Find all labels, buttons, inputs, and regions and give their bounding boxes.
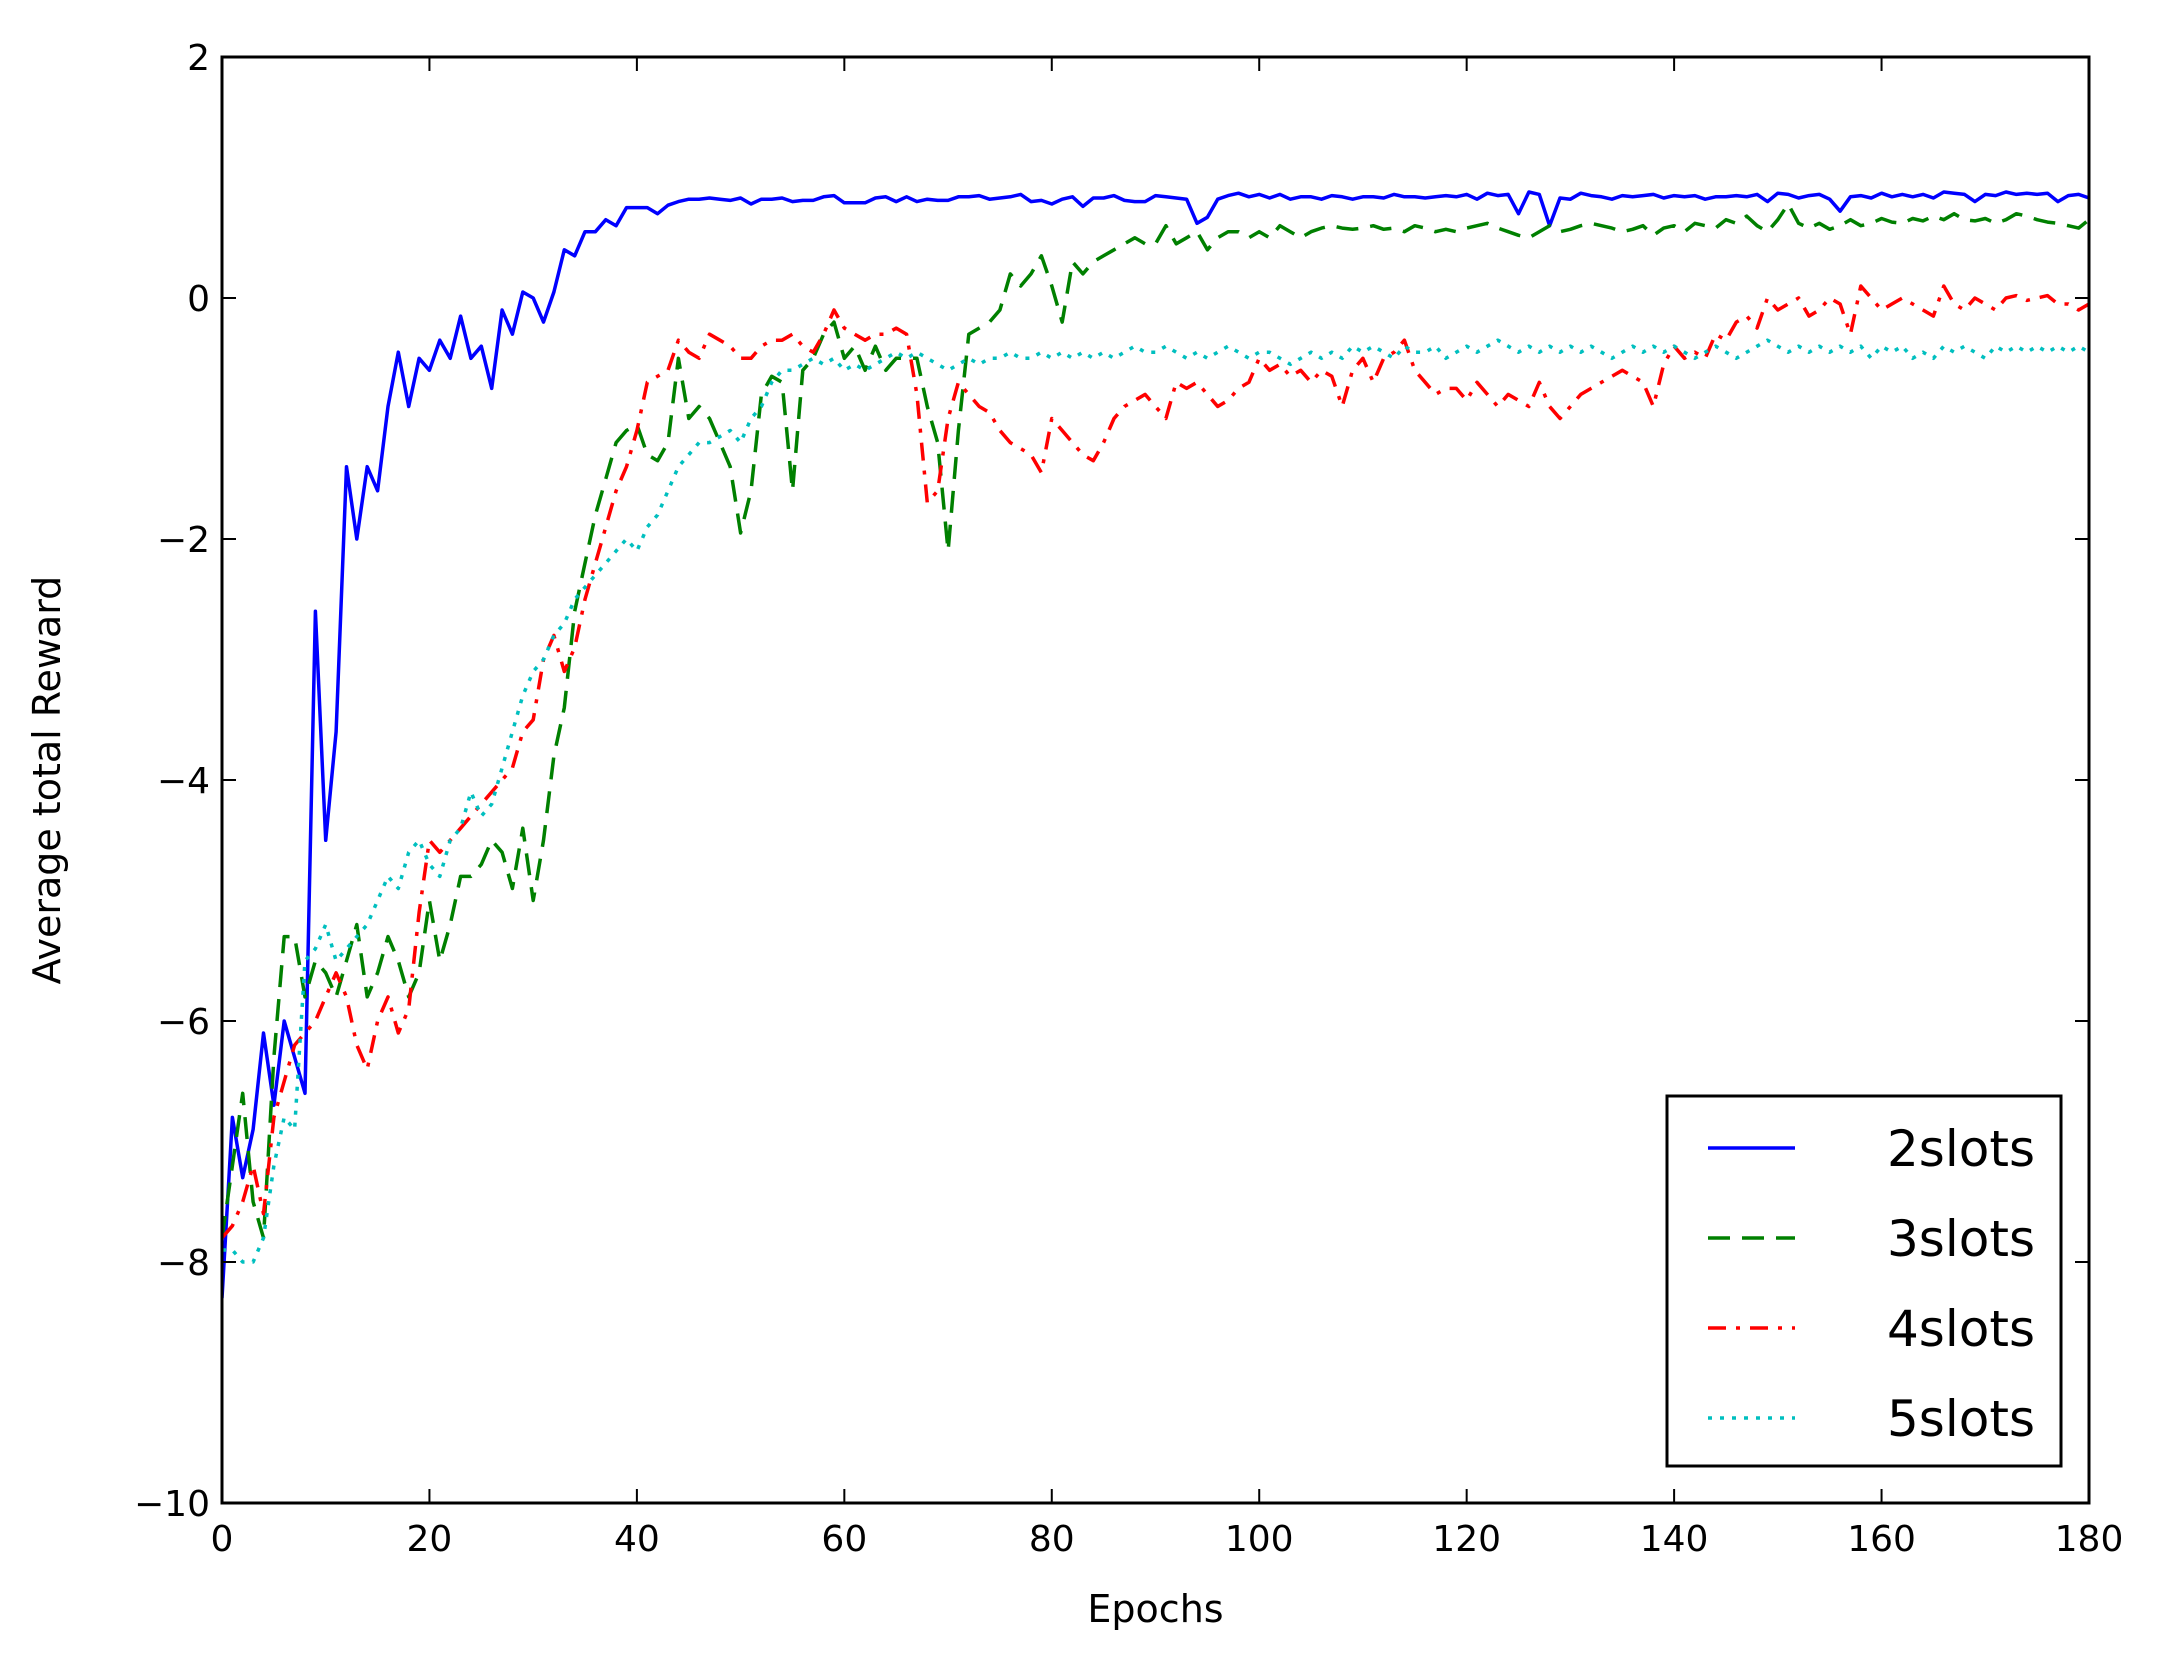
x-tick-label: 160 <box>1847 1519 1916 1560</box>
x-tick-label: 20 <box>407 1519 453 1560</box>
tick-layer: 0 20 40 60 80 100 120 140 160 180 −10 −8 −6 −4 −2 0 2 <box>134 38 2123 1560</box>
series-line-5slots <box>222 338 2089 1264</box>
x-tick-label: 60 <box>821 1519 867 1560</box>
series-line-2slots <box>222 190 2089 1299</box>
series-line-4slots <box>222 284 2089 1240</box>
legend-label-4slots: 4slots <box>1887 1300 2035 1358</box>
x-tick-label: 80 <box>1029 1519 1075 1560</box>
legend: 2slots 3slots 4slots 5slots <box>1665 1094 2063 1468</box>
x-tick-label: 120 <box>1432 1519 1501 1560</box>
legend-label-3slots: 3slots <box>1887 1210 2035 1268</box>
series-layer <box>222 190 2089 1299</box>
legend-box <box>1665 1094 2063 1468</box>
x-tick-label: 100 <box>1225 1519 1294 1560</box>
x-tick-label: 40 <box>614 1519 660 1560</box>
x-tick-label: 140 <box>1640 1519 1709 1560</box>
x-axis-label: Epochs <box>1087 1587 1223 1631</box>
x-tick-label: 0 <box>211 1519 234 1560</box>
y-tick-label: −4 <box>157 761 210 802</box>
legend-label-5slots: 5slots <box>1887 1390 2035 1448</box>
y-tick-label: −8 <box>157 1243 210 1284</box>
y-axis-label: Average total Reward <box>25 576 69 985</box>
y-tick-label: −2 <box>157 520 210 561</box>
legend-label-2slots: 2slots <box>1887 1120 2035 1178</box>
y-tick-label: 2 <box>187 38 210 79</box>
y-tick-label: −10 <box>134 1484 210 1525</box>
series-line-3slots <box>222 202 2089 1240</box>
x-tick-label: 180 <box>2055 1519 2124 1560</box>
y-tick-label: −6 <box>157 1002 210 1043</box>
y-tick-label: 0 <box>187 279 210 320</box>
